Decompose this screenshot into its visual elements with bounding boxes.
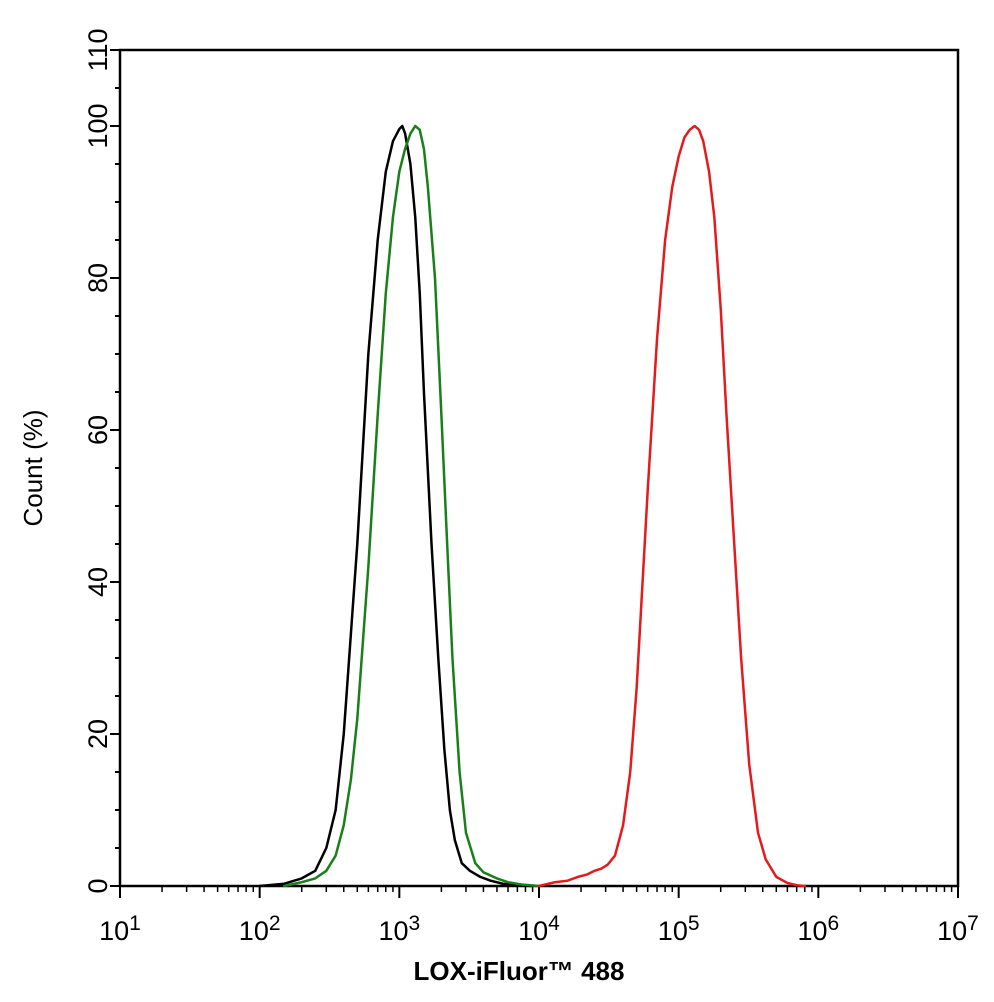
y-tick-label: 0 bbox=[83, 878, 113, 893]
y-tick-label: 60 bbox=[83, 415, 113, 445]
series-line-3 bbox=[537, 124, 807, 888]
y-axis: 0 20 40 60 80 100 110 bbox=[83, 28, 120, 894]
y-tick-label: 80 bbox=[83, 263, 113, 293]
series-layer bbox=[258, 124, 807, 888]
x-tick-label: 107 bbox=[937, 912, 979, 946]
x-tick-label: 104 bbox=[518, 912, 560, 946]
x-tick-label: 102 bbox=[239, 912, 281, 946]
y-tick-label: 100 bbox=[83, 103, 113, 148]
x-tick-label: 101 bbox=[99, 912, 141, 946]
y-axis-title: Count (%) bbox=[18, 409, 48, 526]
x-tick-label: 106 bbox=[797, 912, 839, 946]
series-line-2 bbox=[283, 124, 541, 888]
plot-frame bbox=[118, 48, 960, 888]
x-axis: 101 102 103 104 105 106 107 bbox=[99, 886, 979, 946]
series-line-1 bbox=[258, 124, 534, 888]
x-tick-label: 103 bbox=[378, 912, 420, 946]
x-tick-label: 105 bbox=[658, 912, 700, 946]
y-tick-label: 40 bbox=[83, 567, 113, 597]
y-tick-label: 20 bbox=[83, 719, 113, 749]
y-tick-label: 110 bbox=[83, 28, 113, 71]
x-axis-title: LOX-iFluor™ 488 bbox=[414, 956, 625, 986]
